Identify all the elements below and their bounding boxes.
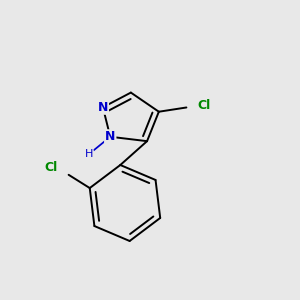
Text: Cl: Cl	[197, 99, 210, 112]
Text: Cl: Cl	[44, 161, 57, 174]
Text: H: H	[85, 149, 93, 159]
Text: N: N	[98, 101, 108, 114]
Text: N: N	[105, 130, 116, 143]
